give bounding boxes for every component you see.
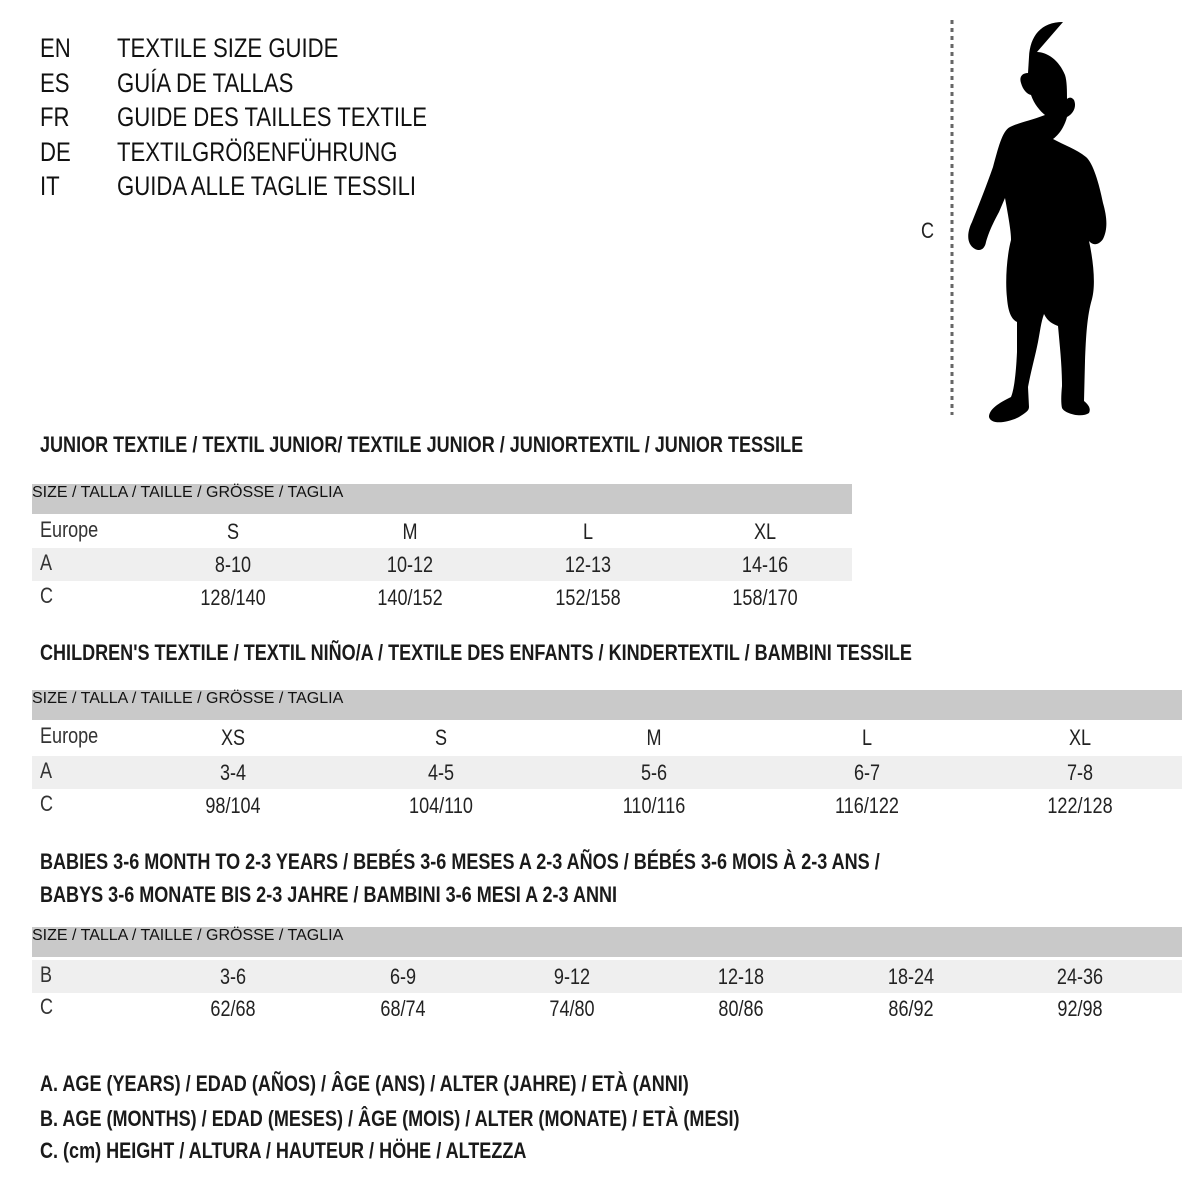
- table-cell: 6-7: [853, 760, 881, 785]
- table-cell: 98/104: [205, 793, 261, 818]
- table-cell: S: [226, 519, 240, 544]
- table-cell: 5-6: [640, 760, 668, 785]
- table-cell: 4-5: [427, 760, 455, 785]
- table-cell: 12-13: [564, 552, 612, 577]
- size-header-label: SIZE / TALLA / TAILLE / GRÖSSE / TAGLIA: [32, 927, 344, 944]
- table-cell: L: [861, 725, 873, 750]
- table-row: A 3-4 4-5 5-6 6-7 7-8: [32, 756, 1182, 789]
- table-cell: 104/110: [409, 793, 473, 818]
- table-cell: XS: [220, 725, 246, 750]
- size-header-label: SIZE / TALLA / TAILLE / GRÖSSE / TAGLIA: [32, 484, 344, 501]
- table-cell: L: [582, 519, 594, 544]
- table-cell: 80/86: [718, 996, 764, 1021]
- table-cell: 9-12: [553, 964, 591, 989]
- language-code: EN: [40, 33, 71, 63]
- guide-title: GUÍA DE TALLAS: [117, 68, 294, 98]
- table-cell: M: [402, 519, 418, 544]
- language-code: FR: [40, 102, 70, 132]
- table-cell: XL: [1068, 725, 1092, 750]
- table-row: Europe XS S M L XL: [32, 721, 1182, 754]
- section-title: JUNIOR TEXTILE / TEXTIL JUNIOR/ TEXTILE …: [40, 432, 804, 457]
- section-title: CHILDREN'S TEXTILE / TEXTIL NIÑO/A / TEX…: [40, 640, 912, 665]
- table-row: C 128/140 140/152 152/158 158/170: [32, 581, 852, 614]
- table-row: C 62/68 68/74 74/80 80/86 86/92 92/98: [32, 992, 1182, 1025]
- table-row: Europe S M L XL: [32, 515, 852, 548]
- table-row: C 98/104 104/110 110/116 116/122 122/128: [32, 789, 1182, 822]
- size-header-bar: SIZE / TALLA / TAILLE / GRÖSSE / TAGLIA: [32, 927, 1182, 957]
- row-label: C: [40, 994, 54, 1019]
- table-cell: 116/122: [835, 793, 899, 818]
- row-label: C: [40, 791, 54, 816]
- table-cell: 152/158: [555, 585, 621, 610]
- table-cell: 122/128: [1047, 793, 1113, 818]
- child-silhouette-icon: [950, 20, 1107, 423]
- table-cell: 18-24: [887, 964, 935, 989]
- table-cell: 3-4: [219, 760, 247, 785]
- table-cell: 74/80: [549, 996, 595, 1021]
- row-label: Europe: [40, 517, 99, 542]
- table-cell: 62/68: [210, 996, 256, 1021]
- legend-item: C. (cm) HEIGHT / ALTURA / HAUTEUR / HÖHE…: [40, 1138, 527, 1163]
- row-label: A: [40, 550, 53, 575]
- size-header-label: SIZE / TALLA / TAILLE / GRÖSSE / TAGLIA: [32, 690, 344, 707]
- table-cell: 7-8: [1066, 760, 1094, 785]
- table-cell: 8-10: [214, 552, 252, 577]
- table-cell: 140/152: [377, 585, 443, 610]
- language-code: DE: [40, 137, 71, 167]
- table-cell: 68/74: [380, 996, 426, 1021]
- row-label: Europe: [40, 723, 99, 748]
- table-cell: 3-6: [219, 964, 247, 989]
- legend-item: B. AGE (MONTHS) / EDAD (MESES) / ÂGE (MO…: [40, 1106, 740, 1131]
- table-cell: 24-36: [1056, 964, 1104, 989]
- table-cell: XL: [753, 519, 777, 544]
- table-cell: 110/116: [622, 793, 686, 818]
- table-cell: 92/98: [1057, 996, 1103, 1021]
- table-cell: 128/140: [200, 585, 266, 610]
- guide-title: GUIDE DES TAILLES TEXTILE: [117, 102, 428, 132]
- table-cell: 6-9: [389, 964, 417, 989]
- table-row: B 3-6 6-9 9-12 12-18 18-24 24-36: [32, 960, 1182, 993]
- height-measure-label: C: [921, 218, 935, 243]
- table-cell: 86/92: [888, 996, 934, 1021]
- table-cell: 14-16: [741, 552, 789, 577]
- row-label: C: [40, 583, 54, 608]
- size-header-bar: SIZE / TALLA / TAILLE / GRÖSSE / TAGLIA: [32, 690, 1182, 720]
- section-title-line2: BABYS 3-6 MONATE BIS 2-3 JAHRE / BAMBINI…: [40, 882, 618, 907]
- row-label: A: [40, 758, 53, 783]
- table-cell: M: [646, 725, 662, 750]
- guide-title: TEXTILGRÖßENFÜHRUNG: [117, 137, 398, 167]
- language-code: IT: [40, 171, 60, 201]
- table-cell: 12-18: [717, 964, 765, 989]
- legend-item: A. AGE (YEARS) / EDAD (AÑOS) / ÂGE (ANS)…: [40, 1071, 689, 1096]
- guide-title: TEXTILE SIZE GUIDE: [117, 33, 339, 63]
- size-header-bar: SIZE / TALLA / TAILLE / GRÖSSE / TAGLIA: [32, 484, 852, 514]
- table-cell: 158/170: [732, 585, 798, 610]
- section-title: BABIES 3-6 MONTH TO 2-3 YEARS / BEBÉS 3-…: [40, 849, 880, 874]
- guide-title: GUIDA ALLE TAGLIE TESSILI: [117, 171, 417, 201]
- row-label: B: [40, 962, 53, 987]
- table-cell: 10-12: [386, 552, 434, 577]
- table-cell: S: [434, 725, 448, 750]
- language-code: ES: [40, 68, 70, 98]
- table-row: A 8-10 10-12 12-13 14-16: [32, 548, 852, 581]
